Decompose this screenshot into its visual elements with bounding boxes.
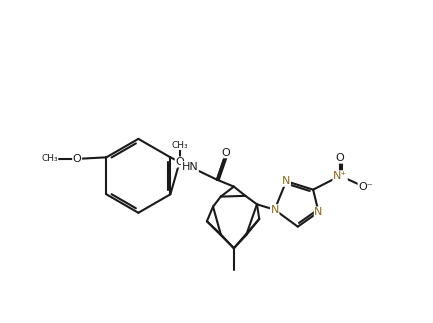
Text: N: N <box>282 176 291 186</box>
Text: N: N <box>271 205 279 215</box>
Text: O: O <box>175 157 184 167</box>
Text: O⁻: O⁻ <box>358 182 373 193</box>
Text: O: O <box>336 153 345 163</box>
Text: N⁺: N⁺ <box>333 171 347 181</box>
Text: CH₃: CH₃ <box>41 154 58 163</box>
Text: HN: HN <box>181 162 198 172</box>
Text: O: O <box>73 154 81 164</box>
Text: N: N <box>314 207 323 217</box>
Text: CH₃: CH₃ <box>171 141 188 150</box>
Text: O: O <box>222 148 230 158</box>
